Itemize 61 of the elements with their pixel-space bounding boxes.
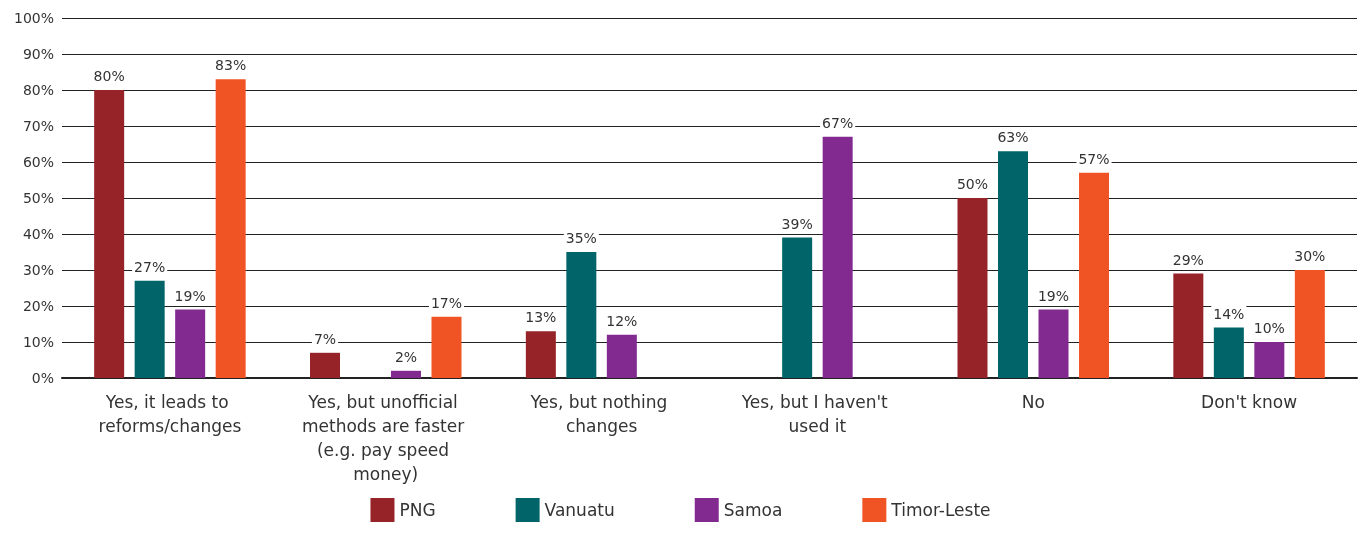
data-label: 2% — [394, 348, 418, 365]
data-label: 19% — [174, 287, 206, 304]
data-label: 39% — [781, 215, 813, 232]
data-label: 35% — [565, 230, 597, 246]
bar — [822, 136, 853, 378]
x-tick-label: Yes, but I haven't used it — [740, 392, 894, 436]
data-label: 80% — [93, 68, 125, 84]
legend-label: Vanuatu — [544, 500, 615, 520]
bar — [175, 309, 206, 378]
y-tick-label: 70% — [22, 118, 54, 134]
bar — [1294, 270, 1325, 378]
data-label: 67% — [822, 114, 854, 131]
bar — [1213, 327, 1244, 378]
x-tick-label: Yes, it leads to reforms/changes — [98, 392, 242, 436]
bar — [215, 79, 246, 378]
x-tick-label: Yes, but nothing changes — [529, 392, 673, 436]
x-tick-label: No — [1021, 392, 1045, 412]
x-tick-label: Yes, but unofficial methods are faster (e.g. pay speed money) — [301, 392, 470, 484]
data-label: 50% — [956, 176, 989, 192]
y-tick-label: 80% — [22, 82, 54, 98]
bar — [1254, 342, 1285, 378]
bar — [1038, 309, 1069, 378]
data-label: 17% — [430, 294, 463, 311]
data-label: 27% — [134, 258, 166, 275]
data-label: 12% — [606, 312, 638, 329]
y-tick-label: 90% — [22, 46, 54, 62]
bar — [134, 280, 165, 378]
data-label: 57% — [1078, 150, 1110, 167]
bar — [391, 370, 421, 378]
bar — [957, 198, 988, 378]
data-label: 83% — [215, 57, 247, 74]
legend-label: Timor-Leste — [890, 500, 991, 520]
y-tick-label: 20% — [22, 298, 54, 314]
y-tick-label: 60% — [22, 154, 54, 170]
bar — [1173, 273, 1204, 378]
data-label: 29% — [1172, 251, 1204, 268]
data-label: 14% — [1213, 305, 1245, 322]
bar — [782, 237, 813, 378]
legend-label: Samoa — [723, 500, 783, 520]
bar — [606, 334, 637, 378]
y-tick-label: 0% — [31, 370, 54, 386]
y-tick-label: 100% — [13, 10, 54, 26]
bar — [431, 316, 462, 378]
data-label: 13% — [525, 309, 557, 326]
bar — [566, 252, 597, 378]
data-label: 7% — [313, 330, 337, 347]
bar — [998, 151, 1028, 378]
bar — [310, 352, 340, 378]
bar — [525, 331, 556, 378]
bar — [1079, 172, 1109, 378]
y-tick-label: 10% — [22, 334, 54, 350]
y-tick-label: 50% — [22, 190, 54, 206]
x-tick-label: Don't know — [1201, 392, 1298, 412]
data-label: 10% — [1253, 320, 1285, 336]
legend-label: PNG — [399, 500, 436, 520]
data-label: 30% — [1294, 248, 1326, 264]
y-tick-label: 40% — [22, 226, 54, 242]
bar — [94, 90, 125, 378]
data-label: 19% — [1037, 287, 1070, 304]
data-label: 63% — [997, 129, 1029, 146]
y-tick-label: 30% — [22, 262, 54, 278]
